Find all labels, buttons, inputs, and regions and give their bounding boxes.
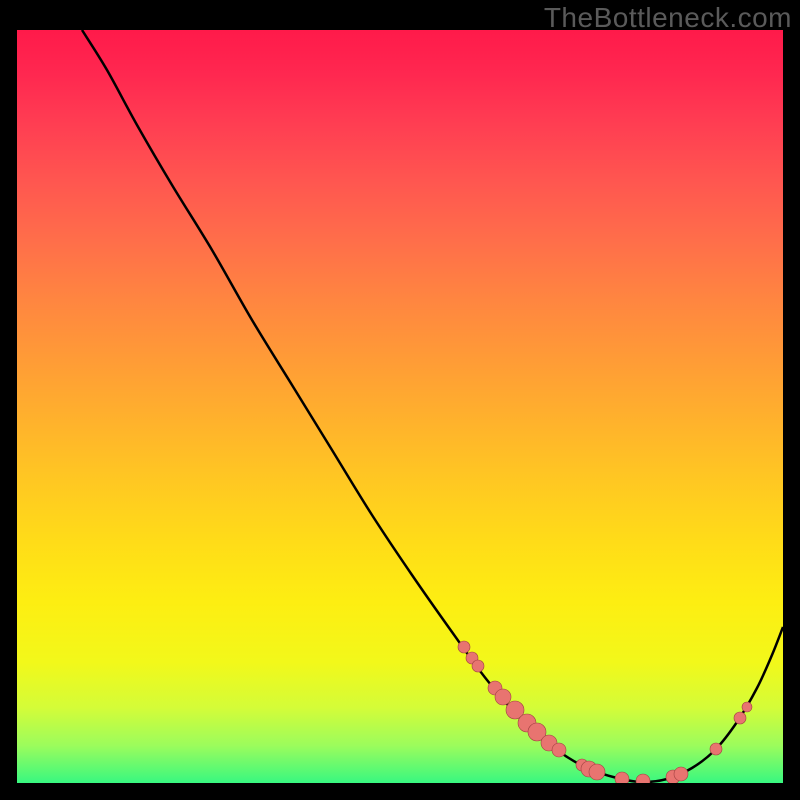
data-marker (710, 743, 722, 755)
data-marker (589, 764, 605, 780)
curve-svg-layer (17, 30, 783, 783)
data-marker (472, 660, 484, 672)
data-marker (674, 767, 688, 781)
data-marker (742, 702, 752, 712)
data-marker (734, 712, 746, 724)
data-marker (495, 689, 511, 705)
data-marker (552, 743, 566, 757)
chart-plot-area (17, 30, 783, 783)
data-markers-group (458, 641, 752, 783)
bottleneck-curve (82, 30, 783, 782)
data-marker (615, 772, 629, 783)
watermark-text: TheBottleneck.com (544, 2, 792, 34)
data-marker (458, 641, 470, 653)
data-marker (636, 774, 650, 783)
